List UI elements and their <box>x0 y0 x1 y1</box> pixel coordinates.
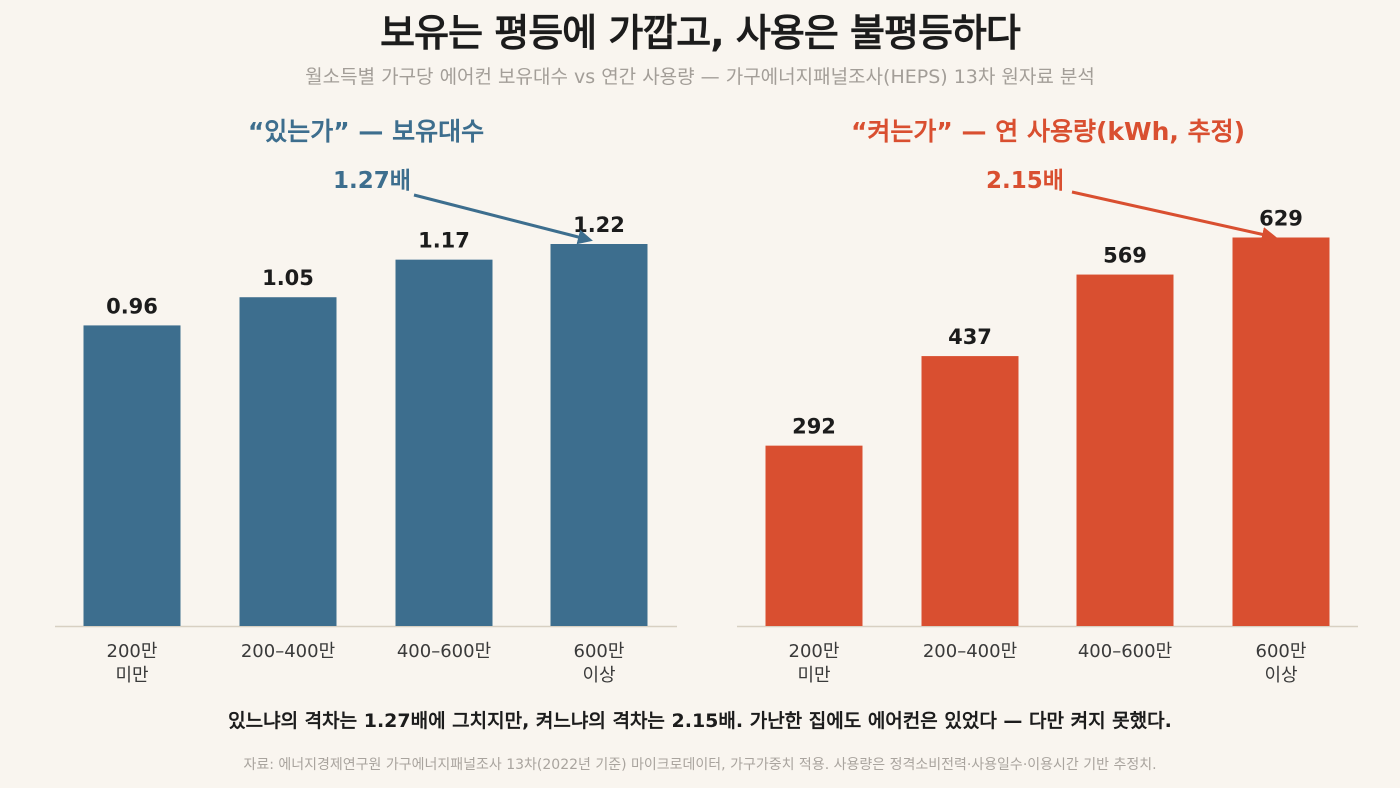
x-tick-label: 200만 <box>789 641 840 662</box>
data-label: 1.22 <box>573 213 625 237</box>
bar <box>395 259 493 626</box>
key-takeaway: 있느냐의 격차는 1.27배에 그치지만, 켜느냐의 격차는 2.15배. 가난… <box>228 710 1172 732</box>
x-tick-label: 600만 <box>574 641 625 662</box>
ratio-annotation: 2.15배 <box>986 168 1064 194</box>
chart-title: “있는가” — 보유대수 <box>248 117 484 146</box>
ratio-arrow <box>413 193 593 245</box>
data-label: 629 <box>1259 207 1303 231</box>
bar <box>239 297 337 626</box>
data-label: 1.17 <box>418 229 470 253</box>
x-tick-label: 400–600만 <box>397 641 491 662</box>
x-tick-label: 200–400만 <box>923 641 1017 662</box>
data-label: 437 <box>948 325 992 349</box>
x-tick-label: 이상 <box>1264 665 1297 686</box>
data-label: 0.96 <box>106 294 158 318</box>
bar <box>921 356 1019 626</box>
page-title: 보유는 평등에 가깝고, 사용은 불평등하다 <box>380 11 1021 55</box>
bar <box>765 445 863 626</box>
data-label: 1.05 <box>262 266 314 290</box>
data-label: 569 <box>1103 244 1147 268</box>
chart-title: “켜는가” — 연 사용량(kWh, 추정) <box>851 117 1245 146</box>
x-tick-label: 600만 <box>1256 641 1307 662</box>
ratio-arrow <box>1071 190 1277 242</box>
x-tick-label: 미만 <box>115 665 148 686</box>
x-tick-label: 200만 <box>107 641 158 662</box>
x-tick-label: 200–400만 <box>241 641 335 662</box>
x-tick-label: 400–600만 <box>1078 641 1172 662</box>
ratio-annotation: 1.27배 <box>333 168 411 194</box>
bar <box>1076 274 1174 626</box>
bar <box>1232 237 1330 626</box>
x-tick-label: 이상 <box>582 665 615 686</box>
page-subtitle: 월소득별 가구당 에어컨 보유대수 vs 연간 사용량 — 가구에너지패널조사(… <box>305 66 1095 88</box>
source-note: 자료: 에너지경제연구원 가구에너지패널조사 13차(2022년 기준) 마이크… <box>243 757 1157 773</box>
data-label: 292 <box>792 415 836 439</box>
bar <box>550 244 648 626</box>
x-tick-label: 미만 <box>797 665 830 686</box>
bar <box>83 325 181 626</box>
